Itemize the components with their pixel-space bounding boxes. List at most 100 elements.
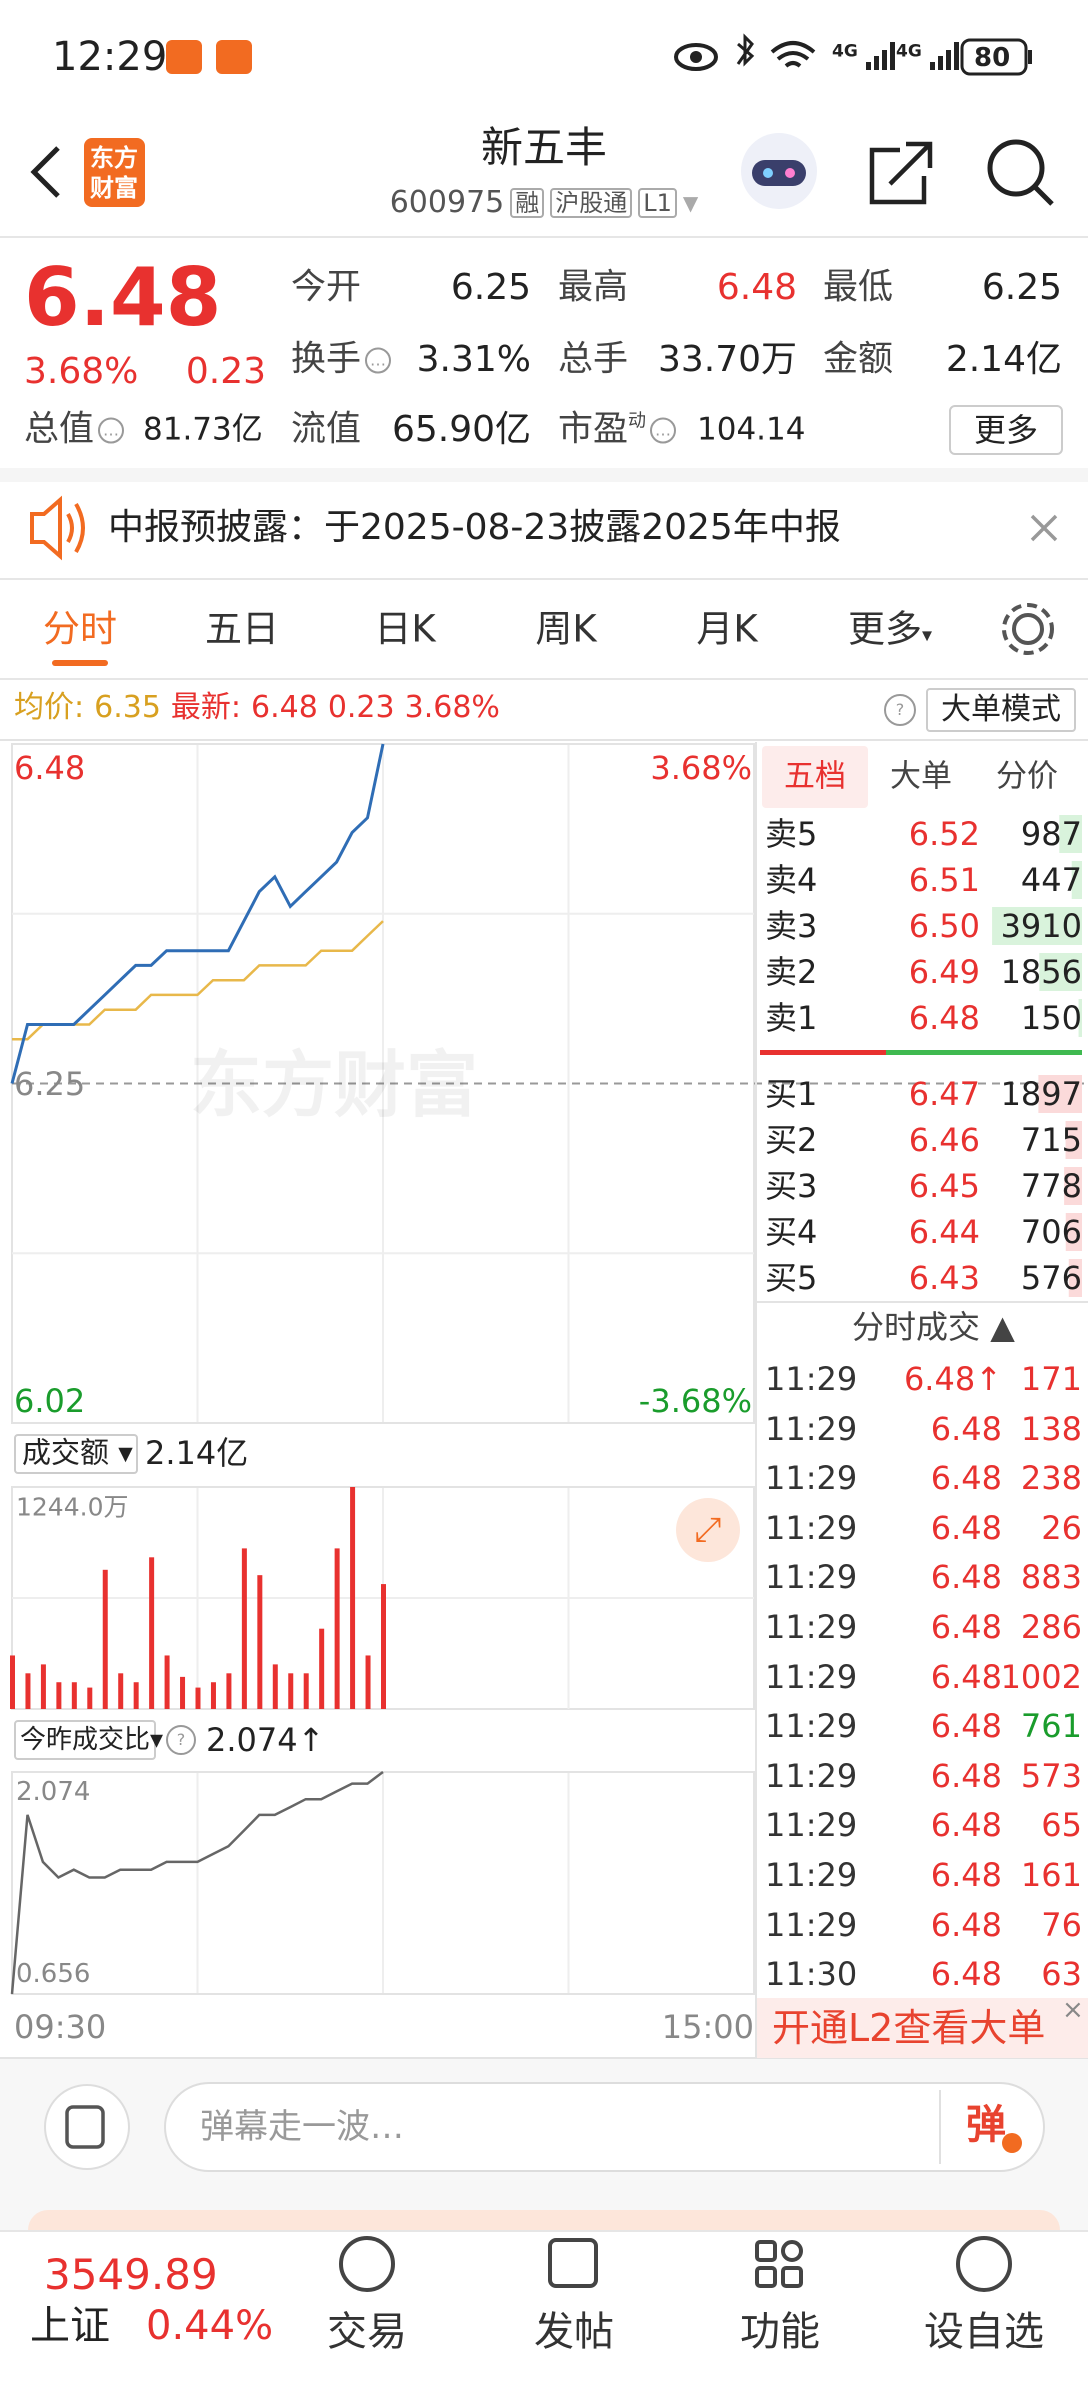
help-icon[interactable]: ?: [166, 1725, 196, 1755]
l2-banner[interactable]: 开通L2查看大单: [772, 2006, 1046, 2050]
index-pct[interactable]: 0.44%: [146, 2303, 274, 2349]
period-tab[interactable]: 日K: [305, 611, 505, 648]
book-label: 买4: [765, 1213, 818, 1251]
book-price: 6.49: [908, 953, 980, 991]
trade-time: 11:29: [765, 1856, 858, 1894]
section-gap: [0, 468, 1088, 482]
volume-metric: 成交额: [22, 1435, 110, 1470]
depth-bar: [1039, 953, 1082, 991]
nav-item[interactable]: 发帖: [534, 2309, 614, 2355]
expand-button[interactable]: ⤢: [676, 1498, 740, 1562]
nav-bar-bg: [0, 2231, 1088, 2400]
period-tab[interactable]: 分时: [0, 611, 180, 648]
volume-bar: [87, 1687, 93, 1709]
close-icon[interactable]: [1030, 514, 1058, 542]
index-value[interactable]: 3549.89: [44, 2250, 218, 2299]
trade-time: 11:29: [765, 1608, 858, 1646]
more-button[interactable]: [949, 405, 1063, 455]
trade-price: 6.48: [930, 1756, 1002, 1795]
nav-item[interactable]: 设自选: [924, 2309, 1044, 2355]
info-icon: …: [365, 347, 392, 374]
x-label-end: 15:00: [661, 2008, 754, 2046]
nav-item[interactable]: 功能: [740, 2309, 820, 2355]
last-price: 6.48: [24, 251, 222, 344]
notice-text[interactable]: 中报预披露：于2025-08-23披露2025年中报: [108, 507, 841, 548]
ratio-metric: 今昨成交比: [20, 1725, 151, 1755]
volume-bar: [226, 1673, 232, 1709]
trade-volume: 65: [1041, 1806, 1082, 1845]
info-icon: …: [98, 417, 125, 444]
stat-label: 金额: [823, 342, 893, 378]
book-volume: 150: [1020, 999, 1082, 1037]
danmaku-button[interactable]: 弹: [966, 2102, 1006, 2148]
volume-bar: [10, 1655, 15, 1709]
stat-label: 总手: [558, 342, 628, 378]
book-volume: 778: [1020, 1167, 1082, 1205]
mode-button[interactable]: [926, 688, 1076, 732]
depth-bar: [1059, 815, 1082, 853]
trade-volume: 171: [1020, 1360, 1082, 1398]
comment-input[interactable]: [164, 2082, 1045, 2172]
volume-bar: [272, 1664, 278, 1709]
trade-price: 6.48: [930, 1856, 1002, 1894]
book-price: 6.44: [908, 1213, 980, 1251]
period-tab[interactable]: 周K: [466, 611, 666, 648]
trade-volume: 63: [1041, 1955, 1082, 1994]
share-icon[interactable]: [869, 141, 933, 205]
metric-selector[interactable]: [14, 1720, 156, 1760]
stock-code: 600975: [389, 185, 505, 220]
back-icon[interactable]: [30, 146, 60, 198]
divider-red: [760, 1050, 886, 1055]
book-volume: 447: [1020, 861, 1082, 899]
close-icon[interactable]: ×: [1062, 1995, 1084, 2025]
book-tab[interactable]: 五档: [784, 758, 846, 795]
more-label: 更多: [973, 411, 1038, 449]
book-tab[interactable]: 大单: [890, 758, 952, 795]
book-label: 卖2: [765, 953, 818, 991]
book-volume: 987: [1020, 815, 1082, 853]
avg-price: 6.35: [94, 690, 161, 725]
stat-label: 最高: [558, 270, 628, 306]
metric-selector[interactable]: [14, 1434, 138, 1474]
volume-bar: [195, 1687, 201, 1709]
comment-icon[interactable]: [44, 2084, 130, 2170]
index-name[interactable]: 上证: [30, 2303, 110, 2349]
trade-price: 6.48: [930, 1707, 1002, 1746]
trade-volume: 26: [1041, 1508, 1082, 1547]
volume-bar: [149, 1557, 155, 1709]
help-icon[interactable]: ?: [884, 694, 916, 726]
danmaku-badge: [1002, 2133, 1022, 2153]
stock-code-row: 600975 融沪股通 L1 ▼: [0, 188, 1088, 218]
network-label: 4G: [832, 41, 858, 62]
trade-price: 6.48: [930, 1608, 1002, 1646]
book-tab[interactable]: 分价: [996, 758, 1058, 795]
period-tab[interactable]: 五日: [142, 611, 342, 648]
stat-label: 最低: [823, 270, 893, 306]
trade-time: 11:30: [765, 1955, 858, 1994]
trades-title[interactable]: 分时成交 ▲: [852, 1308, 1015, 1346]
period-tab[interactable]: 更多▾: [790, 611, 990, 648]
book-label: 卖3: [765, 907, 818, 945]
nav-item[interactable]: 交易: [327, 2309, 407, 2355]
assistant-avatar: [752, 160, 806, 186]
settings-icon[interactable]: [1012, 613, 1044, 645]
divider: [0, 678, 1088, 680]
logo-text: 东方: [90, 144, 138, 172]
y-tick-label: 2.074: [16, 1777, 91, 1807]
trade-volume: 76: [1041, 1905, 1082, 1944]
book-volume: 576: [1020, 1259, 1082, 1297]
eye-icon: [690, 51, 702, 63]
trade-time: 11:29: [765, 1360, 858, 1398]
watermark: 东方财富: [190, 1043, 479, 1127]
volume-bar: [257, 1575, 263, 1709]
search-icon[interactable]: [987, 139, 1045, 197]
dropdown-arrow: ▾: [921, 622, 933, 647]
trade-price: 6.48↑: [903, 1360, 1002, 1398]
trade-time: 11:29: [765, 1806, 858, 1845]
tag: L1: [638, 188, 677, 218]
book-price: 6.43: [908, 1259, 980, 1297]
period-tab[interactable]: 月K: [627, 611, 827, 648]
l2-banner-bg[interactable]: [757, 1998, 1088, 2058]
volume-bar: [334, 1548, 340, 1709]
stock-name: 新五丰: [480, 123, 607, 172]
